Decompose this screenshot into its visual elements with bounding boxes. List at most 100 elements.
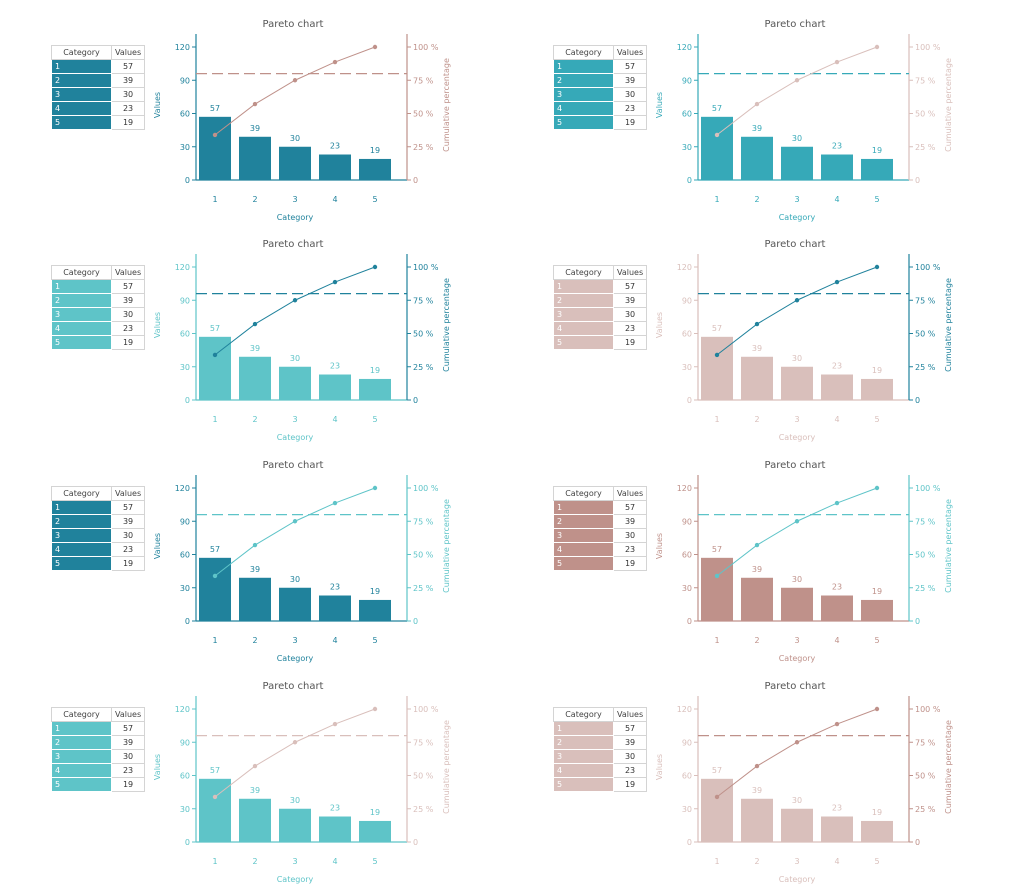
y2-tick-label: 0 [915,176,920,185]
pareto-panel: Category Values 1 57 2 39 3 30 4 23 5 19 Pareto char… [0,441,500,663]
table-row: 1 57 [51,721,146,736]
y2-tick-label: 25 % [915,584,936,593]
table-row: 3 30 [51,87,146,102]
bar-data-label: 39 [752,124,762,133]
table-row: 5 19 [553,335,648,350]
value-cell: 30 [612,749,648,764]
y2-tick-label: 75 % [413,76,434,85]
chart-title: Pareto chart [263,19,324,30]
data-table: Category Values 1 57 2 39 3 30 4 23 5 19 [51,486,146,571]
y2-tick-label: 25 % [915,363,936,372]
bar-data-label: 23 [330,362,340,371]
x-axis-title: Category [277,213,314,222]
cumulative-point [212,352,218,358]
x-tick-label: 1 [714,195,719,204]
y2-tick-label: 25 % [413,805,434,814]
bar-data-label: 19 [370,808,380,817]
cumulative-point [714,794,720,800]
y-axis-title: Values [153,312,162,338]
bar [821,154,853,180]
bar [279,366,311,400]
y-axis-title: Values [655,533,664,559]
bar-data-label: 30 [290,134,300,143]
chart-title: Pareto chart [263,239,324,250]
pareto-chart: Pareto chart 57 1 39 2 30 3 23 4 19 5 0 30 60 90 120 0 25… [655,19,953,222]
value-cell: 39 [612,514,648,529]
bar-data-label: 57 [712,766,722,775]
bar-data-label: 30 [290,354,300,363]
cumulative-point [794,78,800,83]
bar [861,378,893,400]
y-tick-label: 30 [180,363,190,372]
bar [319,154,351,180]
y-tick-label: 120 [175,705,190,714]
y2-tick-label: 100 % [413,43,439,52]
y2-tick-label: 50 % [915,330,936,339]
value-cell: 57 [612,721,648,736]
pareto-chart: Pareto chart 57 1 39 2 30 3 23 4 19 5 0 30 60 90 120 0 25… [153,460,451,663]
x-tick-label: 4 [332,415,337,424]
x-tick-label: 3 [794,636,799,645]
value-cell: 30 [110,87,146,102]
bar [279,146,311,180]
cumulative-point [754,101,760,107]
bar-data-label: 30 [792,796,802,805]
cumulative-point [292,78,298,83]
data-table: Category Values 1 57 2 39 3 30 4 23 5 19 [553,707,648,792]
cumulative-point [714,352,720,358]
x-tick-label: 1 [714,636,719,645]
table-row: 2 39 [553,514,648,529]
y2-tick-label: 50 % [915,772,936,781]
x-tick-label: 4 [834,857,839,866]
bar-data-label: 57 [712,104,722,113]
category-cell: 3 [51,528,112,543]
bar-data-label: 23 [832,804,842,813]
bar [741,798,773,842]
x-tick-label: 5 [874,857,879,866]
values-header: Values [110,486,146,501]
bar [319,374,351,400]
y2-tick-label: 0 [915,838,920,847]
pareto-chart: Pareto chart 57 1 39 2 30 3 23 4 19 5 0 30 60 90 120 0 25… [655,681,953,884]
cumulative-point [794,298,800,303]
bar [279,808,311,842]
cumulative-point [372,706,378,712]
value-cell: 39 [110,735,146,750]
bar [701,336,733,400]
y2-tick-label: 75 % [413,296,434,305]
pareto-panel: Category Values 1 57 2 39 3 30 4 23 5 19 Pareto char… [502,662,1002,884]
category-cell: 5 [51,556,112,571]
cumulative-point [754,321,760,327]
bar [239,356,271,400]
x-tick-label: 4 [332,195,337,204]
bar [701,116,733,180]
y-tick-label: 30 [180,143,190,152]
table-row: 3 30 [553,307,648,322]
x-tick-label: 2 [252,857,257,866]
category-cell: 2 [51,293,112,308]
table-row: 4 23 [553,321,648,336]
category-header: Category [553,707,614,722]
pareto-chart: Pareto chart 57 1 39 2 30 3 23 4 19 5 0 30 60 90 120 0 25… [655,239,953,442]
bar [359,820,391,842]
x-tick-label: 4 [834,195,839,204]
cumulative-point [834,59,840,65]
cumulative-point [372,44,378,50]
y2-axis-title: Cumulative percentage [944,58,953,152]
value-cell: 39 [612,293,648,308]
chart-title: Pareto chart [765,19,826,30]
bar-data-label: 57 [210,766,220,775]
table-row: 2 39 [51,73,146,88]
y2-tick-label: 25 % [915,805,936,814]
table-row: 5 19 [51,335,146,350]
y-tick-label: 30 [682,584,692,593]
x-tick-label: 3 [292,636,297,645]
x-tick-label: 5 [372,415,377,424]
cumulative-point [714,573,720,579]
category-cell: 4 [51,101,112,116]
x-axis-title: Category [277,875,314,884]
cumulative-point [754,542,760,548]
cumulative-point [212,132,218,138]
bar [821,374,853,400]
bar-data-label: 19 [872,587,882,596]
